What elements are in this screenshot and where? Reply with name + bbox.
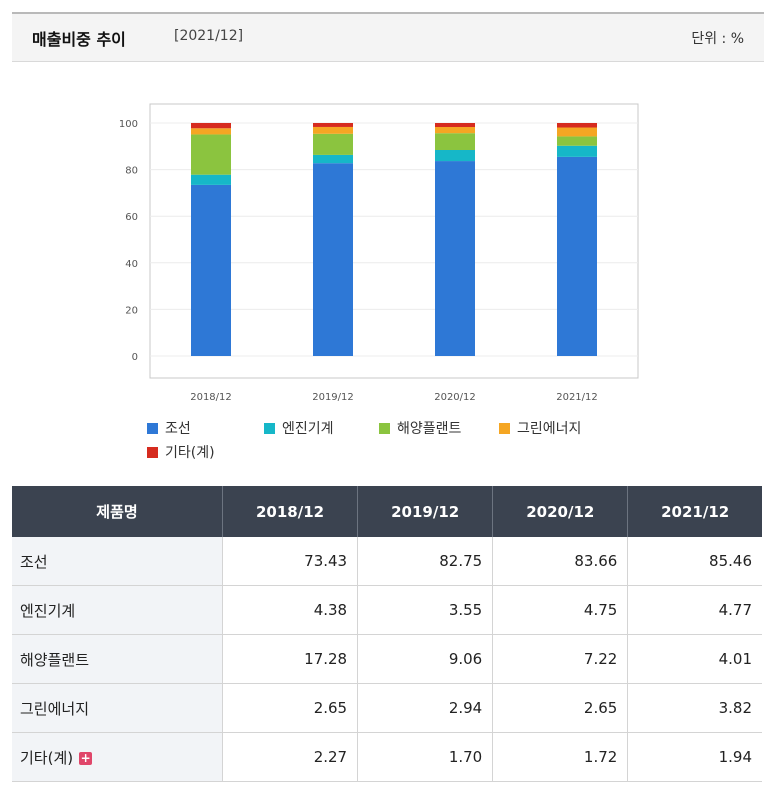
sales-ratio-table: 제품명 2018/12 2019/12 2020/12 2021/12 조선 73.43… <box>12 486 762 782</box>
table-cell: 83.66 <box>492 537 629 586</box>
bar-segment <box>191 184 231 356</box>
legend-swatch <box>379 422 390 434</box>
row-label: 엔진기계 <box>12 585 223 635</box>
table-row: 기타(계) +2.27 1.70 1.72 1.94 <box>12 732 762 782</box>
legend-swatch <box>264 422 275 434</box>
bar-segment <box>313 123 353 127</box>
unit-label: 단위 : % <box>691 31 744 47</box>
table-cell: 4.01 <box>627 634 762 684</box>
table-row: 엔진기계 4.38 3.55 4.75 4.77 <box>12 585 762 635</box>
bar-segment <box>313 126 353 134</box>
table-header-row: 제품명 2018/12 2019/12 2020/12 2021/12 <box>12 486 762 537</box>
legend-swatch <box>147 446 158 458</box>
x-tick-label: 2021/12 <box>556 392 598 403</box>
panel-header: 매출비중 추이 [2021/12] 단위 : % <box>12 14 764 62</box>
legend-item: 엔진기계 <box>264 418 334 438</box>
legend-item: 기타(계) <box>147 442 215 462</box>
bar-segment <box>435 133 475 151</box>
bar-segment <box>313 133 353 155</box>
legend-label: 기타(계) <box>165 445 215 461</box>
table-row: 해양플랜트 17.28 9.06 7.22 4.01 <box>12 634 762 684</box>
col-header-period: 2019/12 <box>357 486 494 537</box>
table-cell: 1.94 <box>627 732 762 782</box>
y-tick-label: 60 <box>125 212 138 223</box>
bar-segment <box>435 127 475 134</box>
y-tick-label: 20 <box>125 305 138 316</box>
row-label: 기타(계) + <box>12 732 223 782</box>
legend-item: 그린에너지 <box>499 418 581 438</box>
y-tick-label: 100 <box>119 119 138 130</box>
table-cell: 73.43 <box>222 537 359 586</box>
sales-ratio-chart: 0 20 40 60 80 100 2018/12 2019/12 2020/12 2021/12 <box>12 62 764 472</box>
x-tick-label: 2019/12 <box>312 392 354 403</box>
table-cell: 4.38 <box>222 585 359 635</box>
bar-segment <box>435 161 475 356</box>
table-cell: 4.77 <box>627 585 762 635</box>
row-label: 그린에너지 <box>12 683 223 733</box>
y-tick-label: 40 <box>125 259 138 270</box>
table-cell: 85.46 <box>627 537 762 586</box>
x-tick-label: 2020/12 <box>434 392 476 403</box>
legend-label: 해양플랜트 <box>397 421 462 437</box>
col-header-product: 제품명 <box>12 486 223 537</box>
bar-segment <box>435 123 475 128</box>
chart-svg: 0 20 40 60 80 100 2018/12 2019/12 2020/12 2021/12 <box>119 103 639 403</box>
legend-label: 그린에너지 <box>517 421 582 437</box>
bar-segment <box>557 145 597 157</box>
legend-item: 해양플랜트 <box>379 418 461 438</box>
table-cell: 7.22 <box>492 634 629 684</box>
table-cell: 4.75 <box>492 585 629 635</box>
legend-label: 엔진기계 <box>282 421 334 437</box>
table-cell: 2.94 <box>357 683 494 733</box>
table-cell: 2.65 <box>222 683 359 733</box>
plus-icon[interactable]: + <box>79 750 93 765</box>
x-tick-label: 2018/12 <box>190 392 232 403</box>
row-label: 해양플랜트 <box>12 634 223 684</box>
legend-label: 조선 <box>165 421 191 437</box>
bar-segment <box>557 123 597 128</box>
bar-segment <box>191 128 231 135</box>
table-cell: 17.28 <box>222 634 359 684</box>
period-label: [2021/12] <box>174 28 244 44</box>
table-cell: 3.55 <box>357 585 494 635</box>
plot-area <box>149 103 639 379</box>
table-row: 그린에너지 2.65 2.94 2.65 3.82 <box>12 683 762 733</box>
legend-swatch <box>499 422 510 434</box>
bar-segment <box>557 136 597 146</box>
col-header-period: 2020/12 <box>492 486 629 537</box>
bar-segment <box>557 156 597 356</box>
legend-item: 조선 <box>147 418 191 438</box>
table-cell: 1.70 <box>357 732 494 782</box>
table-cell: 9.06 <box>357 634 494 684</box>
y-tick-label: 0 <box>132 352 138 363</box>
table-cell: 1.72 <box>492 732 629 782</box>
table-cell: 2.65 <box>492 683 629 733</box>
col-header-period: 2018/12 <box>222 486 359 537</box>
legend-swatch <box>147 422 158 434</box>
table-cell: 3.82 <box>627 683 762 733</box>
bar-segment <box>313 163 353 356</box>
table-cell: 82.75 <box>357 537 494 586</box>
bar-segment <box>557 127 597 137</box>
bar-segment <box>435 150 475 162</box>
table-row: 조선 73.43 82.75 83.66 85.46 <box>12 537 762 586</box>
table-cell: 2.27 <box>222 732 359 782</box>
panel-title: 매출비중 추이 <box>32 30 126 49</box>
panel-top-border <box>12 12 764 14</box>
bar-segment <box>191 174 231 185</box>
col-header-period: 2021/12 <box>627 486 762 537</box>
row-label: 조선 <box>12 537 223 586</box>
y-tick-label: 80 <box>125 166 138 177</box>
bar-segment <box>191 122 231 129</box>
bar-segment <box>191 134 231 175</box>
bar-segment <box>313 154 353 164</box>
